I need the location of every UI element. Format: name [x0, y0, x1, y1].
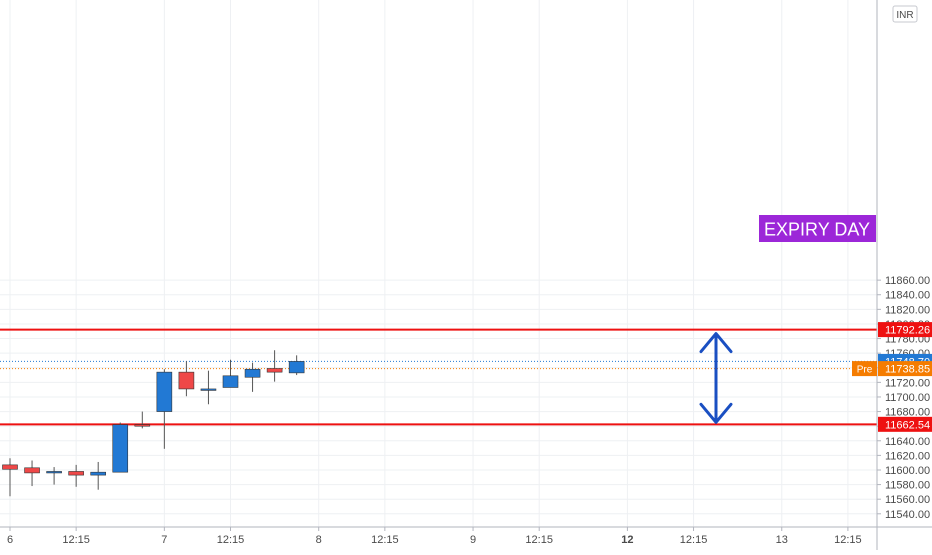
- price-labels: INR11792.2611662.5411748.7011738.85EXPIR…: [759, 5, 932, 432]
- grid: [0, 0, 877, 527]
- pre-market-tag: Pre: [852, 361, 877, 377]
- x-tick-label: 7: [161, 534, 167, 546]
- support-price-tag: 11662.54: [878, 416, 932, 432]
- y-tick-label: 11700.00: [885, 392, 930, 404]
- x-tick-label: 12:15: [525, 534, 553, 546]
- candle: [46, 467, 62, 485]
- support-price-tag-text: 11662.54: [885, 419, 930, 431]
- pre-market-price-tag-box: [878, 361, 932, 377]
- candle: [244, 362, 261, 392]
- candle: [266, 350, 283, 382]
- candle-body: [288, 361, 305, 374]
- candle: [178, 361, 195, 397]
- candle: [68, 464, 84, 487]
- x-tick-label: 13: [776, 534, 788, 546]
- y-tick-label: 11680.00: [885, 407, 930, 419]
- y-tick-label: 11600.00: [885, 465, 930, 477]
- candle: [134, 411, 151, 429]
- pre-tag-text: Pre: [857, 365, 873, 376]
- candle: [112, 422, 129, 473]
- pre-market-price-tag: 11738.85: [878, 361, 932, 377]
- x-tick-label: 12:15: [62, 534, 90, 546]
- candle-body: [134, 424, 151, 427]
- currency-badge: INR: [892, 5, 918, 23]
- y-tick-label: 11540.00: [885, 509, 930, 521]
- x-tick-label: 12:15: [680, 534, 708, 546]
- range-arrow: [699, 332, 733, 424]
- candle: [2, 458, 18, 497]
- pre-tag-box: [852, 361, 877, 377]
- y-tick-label: 11580.00: [885, 480, 930, 492]
- pre-market-price-tag-text: 11738.85: [885, 364, 930, 376]
- x-tick-label: 12:15: [834, 534, 862, 546]
- y-tick-label: 11620.00: [885, 450, 930, 462]
- expiry-day-text: EXPIRY DAY: [764, 220, 870, 240]
- y-tick-label: 11640.00: [885, 436, 930, 448]
- candle-body: [46, 471, 62, 474]
- candle-body: [68, 471, 84, 476]
- expiry-day-annotation: EXPIRY DAY: [759, 215, 876, 242]
- x-tick-label: 8: [316, 534, 322, 546]
- y-tick-label: 11820.00: [885, 304, 930, 316]
- price-levels: [0, 328, 877, 426]
- x-tick-label: 9: [470, 534, 476, 546]
- candle-body: [112, 424, 129, 473]
- candle-body: [24, 467, 40, 474]
- candle-body: [90, 471, 106, 476]
- resistance-price-tag: 11792.26: [878, 322, 932, 338]
- candle: [156, 369, 173, 449]
- candle: [288, 355, 305, 376]
- y-tick-label: 11860.00: [885, 275, 930, 287]
- y-tick-label: 11560.00: [885, 494, 930, 506]
- x-tick-label: 12: [621, 534, 633, 546]
- candle-body: [2, 464, 18, 470]
- candle: [24, 460, 40, 487]
- candle: [222, 359, 239, 388]
- resistance-price-tag-text: 11792.26: [885, 325, 930, 337]
- candle: [90, 461, 106, 490]
- arrow-head-down: [699, 402, 733, 424]
- candle-body: [178, 371, 195, 390]
- x-tick-label: 6: [7, 534, 13, 546]
- expiry-day-box: [759, 215, 876, 242]
- candle-body: [156, 371, 173, 412]
- candle-body: [200, 388, 217, 391]
- y-tick-label: 11840.00: [885, 290, 930, 302]
- support-price-tag-box: [878, 416, 932, 432]
- candle-body: [222, 375, 239, 388]
- candles: [2, 350, 305, 497]
- x-tick-label: 12:15: [371, 534, 399, 546]
- x-tick-label: 12:15: [217, 534, 245, 546]
- y-tick-label: 11720.00: [885, 377, 930, 389]
- candle: [200, 370, 217, 405]
- resistance-price-tag-box: [878, 322, 932, 338]
- currency-badge-box: [892, 5, 918, 23]
- currency-badge-label: INR: [896, 10, 913, 21]
- arrow-head-up: [699, 332, 733, 354]
- candle-body: [266, 368, 283, 373]
- candle-body: [244, 368, 261, 378]
